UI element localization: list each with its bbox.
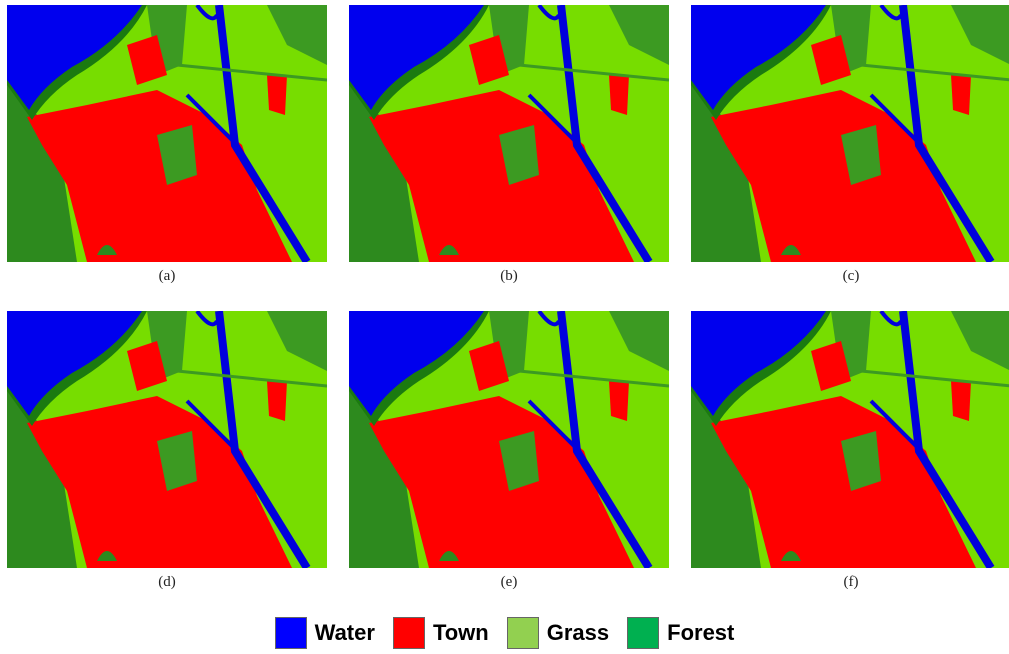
legend-item: Forest xyxy=(627,617,734,649)
map-image xyxy=(691,5,1009,262)
caption: (c) xyxy=(691,268,1009,285)
classification-map xyxy=(349,5,669,262)
caption: (e) xyxy=(349,574,669,591)
legend-item: Town xyxy=(393,617,489,649)
legend-label: Water xyxy=(315,620,375,646)
legend: Water Town Grass Forest xyxy=(0,617,1009,649)
caption: (d) xyxy=(7,574,327,591)
caption: (a) xyxy=(7,268,327,285)
classification-map xyxy=(7,5,327,262)
classification-map xyxy=(691,5,1009,262)
legend-swatch xyxy=(507,617,539,649)
legend-item: Water xyxy=(275,617,375,649)
legend-label: Grass xyxy=(547,620,609,646)
classification-map xyxy=(691,311,1009,568)
map-image xyxy=(7,311,327,568)
legend-swatch xyxy=(275,617,307,649)
legend-item: Grass xyxy=(507,617,609,649)
caption: (f) xyxy=(691,574,1009,591)
map-image xyxy=(7,5,327,262)
map-image xyxy=(691,311,1009,568)
legend-swatch xyxy=(627,617,659,649)
map-image xyxy=(349,5,669,262)
classification-map xyxy=(349,311,669,568)
caption: (b) xyxy=(349,268,669,285)
map-image xyxy=(349,311,669,568)
figure: Water Town Grass Forest (a) (b) (c) (d) (e) (f) xyxy=(0,0,1009,654)
classification-map xyxy=(7,311,327,568)
legend-swatch xyxy=(393,617,425,649)
legend-label: Town xyxy=(433,620,489,646)
legend-label: Forest xyxy=(667,620,734,646)
